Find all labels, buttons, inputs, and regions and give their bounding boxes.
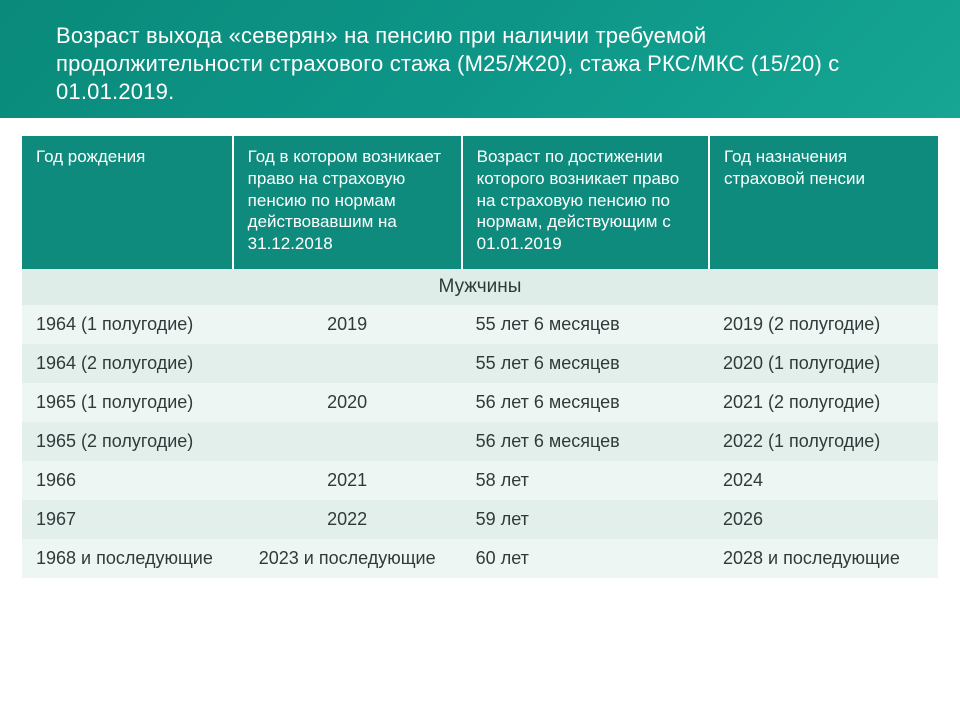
col-header-assignment-year: Год назначения страховой пенсии [709, 136, 938, 269]
cell-age: 58 лет [462, 461, 709, 500]
cell-assign-year: 2024 [709, 461, 938, 500]
cell-age: 56 лет 6 месяцев [462, 422, 709, 461]
cell-old-year: 2021 [233, 461, 462, 500]
cell-old-year: 2022 [233, 500, 462, 539]
table-row: 1964 (2 полугодие) 55 лет 6 месяцев 2020… [22, 344, 938, 383]
cell-old-year: 2019 [233, 305, 462, 344]
cell-old-year [233, 422, 462, 461]
cell-assign-year: 2022 (1 полугодие) [709, 422, 938, 461]
cell-birth-year: 1968 и последующие [22, 539, 233, 578]
cell-birth-year: 1964 (1 полугодие) [22, 305, 233, 344]
cell-age: 56 лет 6 месяцев [462, 383, 709, 422]
cell-old-year: 2020 [233, 383, 462, 422]
table-row: 1965 (2 полугодие) 56 лет 6 месяцев 2022… [22, 422, 938, 461]
cell-age: 55 лет 6 месяцев [462, 344, 709, 383]
cell-birth-year: 1965 (2 полугодие) [22, 422, 233, 461]
cell-assign-year: 2021 (2 полугодие) [709, 383, 938, 422]
table-row: 1967 2022 59 лет 2026 [22, 500, 938, 539]
cell-assign-year: 2028 и последующие [709, 539, 938, 578]
cell-old-year: 2023 и последующие [233, 539, 462, 578]
table-body: Мужчины 1964 (1 полугодие) 2019 55 лет 6… [22, 269, 938, 578]
table-head: Год рождения Год в котором возникает пра… [22, 136, 938, 269]
table-row: 1965 (1 полугодие) 2020 56 лет 6 месяцев… [22, 383, 938, 422]
pension-table: Год рождения Год в котором возникает пра… [22, 136, 938, 578]
col-header-birth-year: Год рождения [22, 136, 233, 269]
cell-birth-year: 1965 (1 полугодие) [22, 383, 233, 422]
cell-old-year [233, 344, 462, 383]
cell-birth-year: 1967 [22, 500, 233, 539]
cell-age: 55 лет 6 месяцев [462, 305, 709, 344]
cell-assign-year: 2019 (2 полугодие) [709, 305, 938, 344]
cell-assign-year: 2026 [709, 500, 938, 539]
table-container: Год рождения Год в котором возникает пра… [0, 118, 960, 578]
cell-assign-year: 2020 (1 полугодие) [709, 344, 938, 383]
cell-birth-year: 1966 [22, 461, 233, 500]
cell-age: 60 лет [462, 539, 709, 578]
cell-age: 59 лет [462, 500, 709, 539]
slide-header: Возраст выхода «северян» на пенсию при н… [0, 0, 960, 118]
table-row: 1964 (1 полугодие) 2019 55 лет 6 месяцев… [22, 305, 938, 344]
table-row: 1968 и последующие 2023 и последующие 60… [22, 539, 938, 578]
section-row-men: Мужчины [22, 269, 938, 305]
cell-birth-year: 1964 (2 полугодие) [22, 344, 233, 383]
section-label: Мужчины [22, 269, 938, 305]
table-row: 1966 2021 58 лет 2024 [22, 461, 938, 500]
col-header-new-rules-age: Возраст по достижении которого возникает… [462, 136, 709, 269]
col-header-old-rules-year: Год в котором возникает право на страхов… [233, 136, 462, 269]
slide-title: Возраст выхода «северян» на пенсию при н… [56, 22, 904, 106]
